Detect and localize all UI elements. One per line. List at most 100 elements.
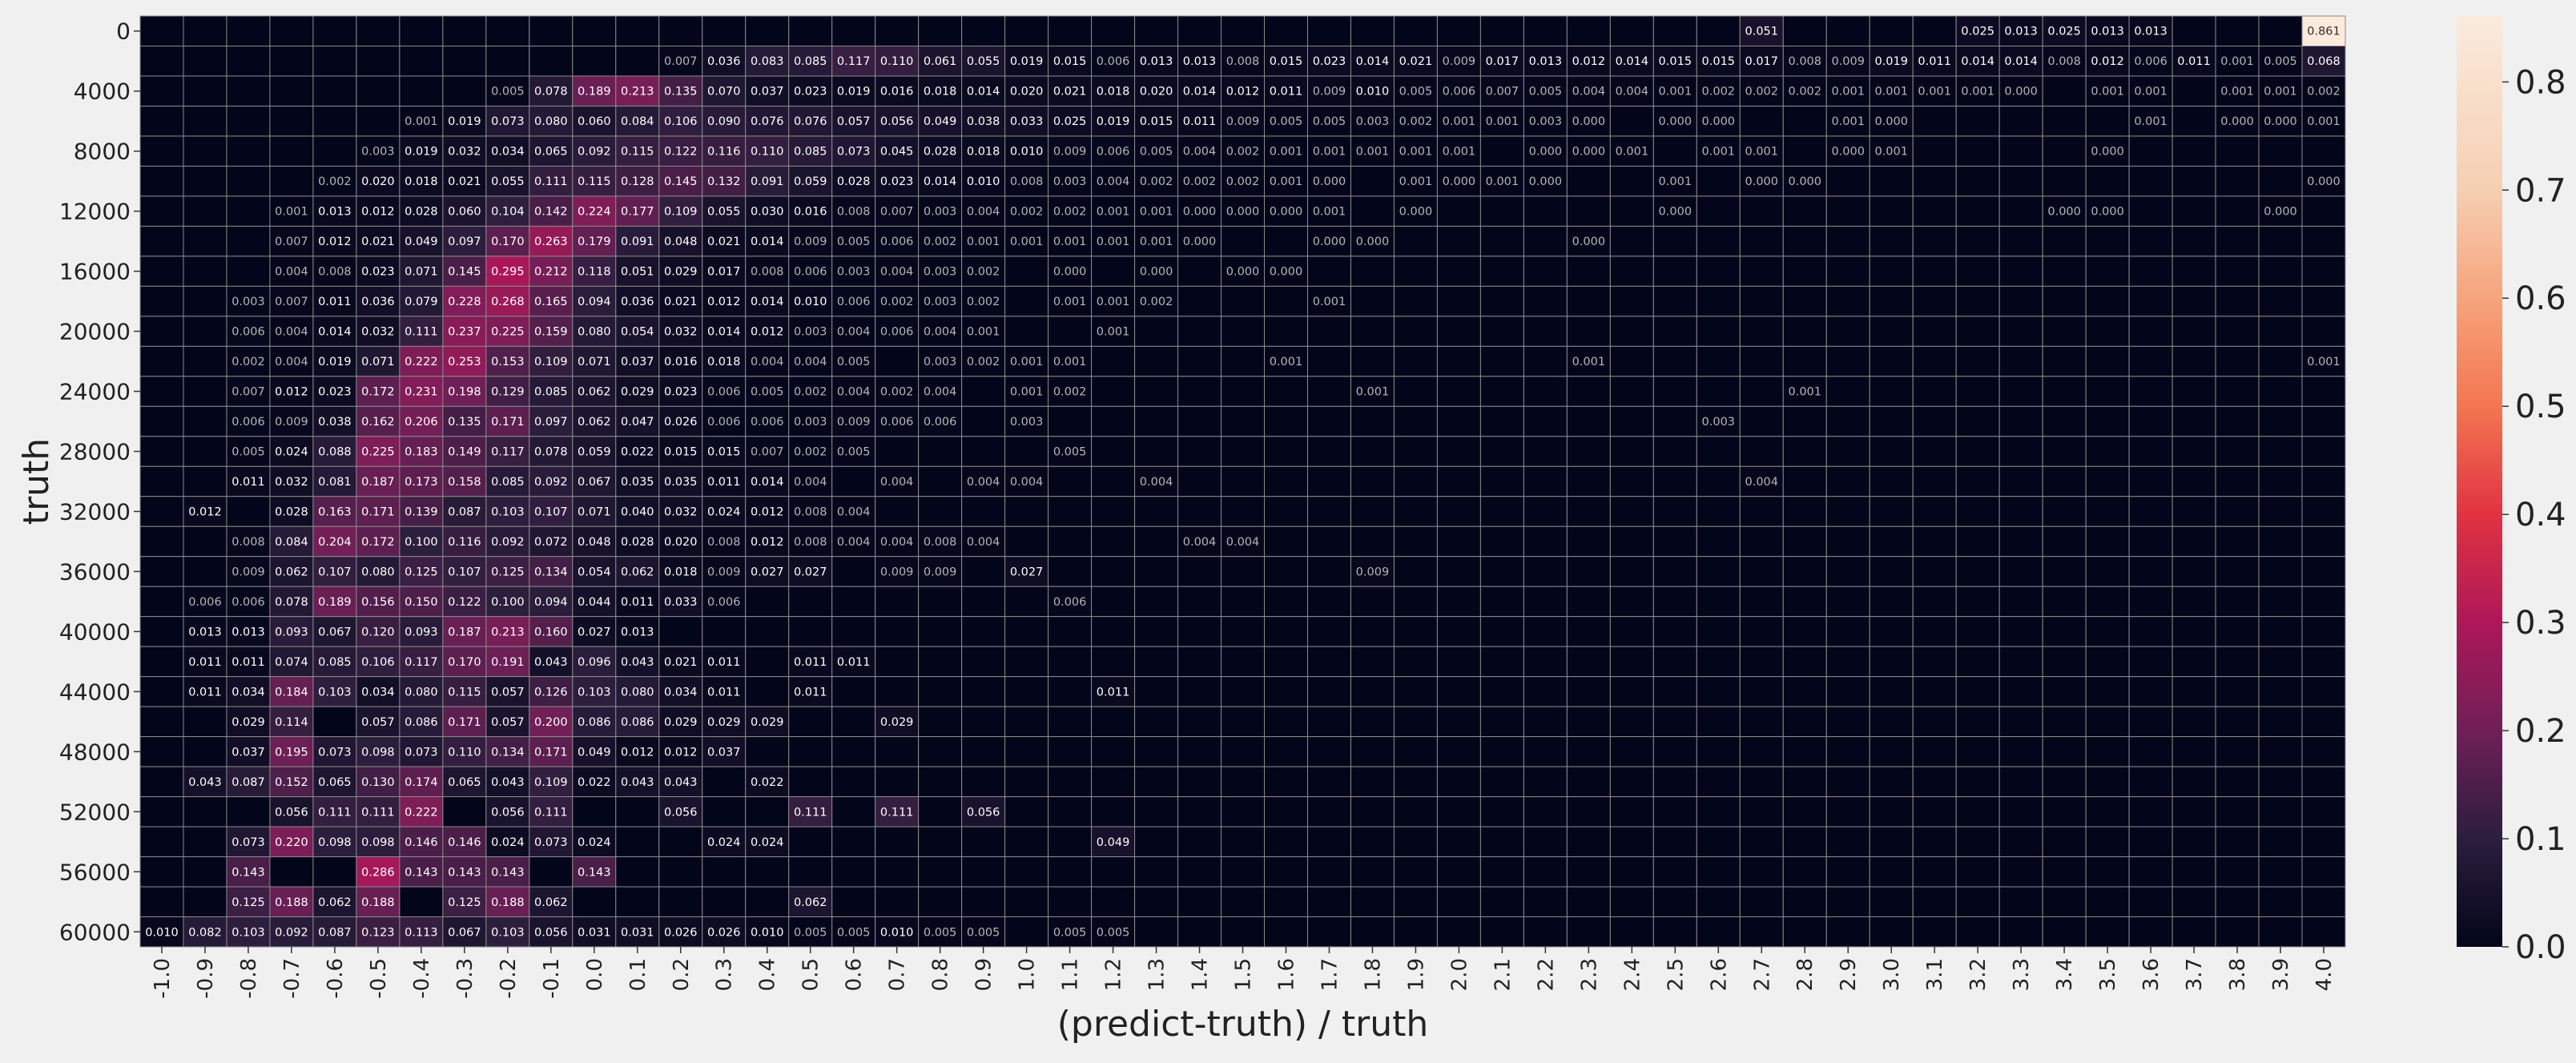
heatmap-cell — [312, 225, 357, 257]
heatmap-cell — [2085, 736, 2130, 767]
heatmap-cell — [312, 556, 357, 587]
heatmap-cell — [139, 736, 184, 767]
cell-value-label: 0.861 — [2307, 26, 2341, 38]
cell-value-label: 0.149 — [448, 446, 481, 459]
cell-value-label: 0.011 — [707, 476, 741, 489]
heatmap-cell — [485, 886, 530, 918]
cell-value-label: 0.001 — [1702, 146, 1736, 159]
heatmap-cell — [1739, 706, 1784, 738]
heatmap-cell — [226, 916, 271, 948]
cell-value-label: 0.012 — [188, 505, 222, 518]
heatmap-cell — [269, 405, 314, 437]
heatmap-cell — [1048, 616, 1093, 647]
heatmap-cell — [2258, 465, 2303, 497]
cell-value-label: 0.015 — [707, 446, 741, 459]
cell-value-label: 0.145 — [664, 175, 698, 188]
heatmap-cell — [1739, 345, 1784, 377]
heatmap-cell — [2171, 766, 2216, 798]
heatmap-cell — [1566, 556, 1611, 587]
x-tick-label: 1.8 — [1361, 958, 1385, 991]
heatmap-cell — [1869, 496, 1914, 527]
cell-value-label: 0.113 — [405, 926, 438, 939]
cell-value-label: 0.001 — [2307, 115, 2341, 128]
cell-value-label: 0.110 — [448, 746, 481, 759]
heatmap-cell — [2128, 766, 2173, 798]
cell-value-label: 0.002 — [794, 446, 827, 459]
heatmap-cell — [356, 586, 400, 618]
heatmap-cell — [2301, 465, 2346, 497]
heatmap-cell — [702, 135, 747, 167]
heatmap-cell — [615, 525, 660, 558]
heatmap-cell — [1998, 436, 2043, 467]
heatmap-cell — [1004, 796, 1049, 827]
heatmap-cell — [2215, 796, 2260, 827]
heatmap-cell — [2171, 405, 2216, 437]
heatmap-cell — [1091, 376, 1136, 407]
heatmap-cell — [1566, 646, 1611, 678]
heatmap-cell — [745, 676, 790, 707]
x-tick-label: 2.5 — [1664, 958, 1688, 991]
heatmap-cell — [2171, 465, 2216, 497]
heatmap-cell — [1566, 856, 1611, 888]
cell-value-label: 0.027 — [578, 626, 611, 638]
heatmap-cell — [918, 646, 963, 678]
heatmap-cell — [1393, 706, 1438, 738]
heatmap-cell — [183, 436, 227, 467]
heatmap-cell — [745, 826, 790, 858]
heatmap-cell — [918, 75, 963, 107]
heatmap-cell — [1609, 856, 1654, 888]
cell-value-label: 0.000 — [1745, 175, 1779, 188]
cell-value-label: 0.011 — [2177, 55, 2211, 68]
heatmap-cell — [1436, 195, 1481, 227]
heatmap-cell — [1479, 285, 1524, 317]
colorbar-ticks: 0.00.10.20.30.40.50.60.70.8 — [2502, 64, 2566, 966]
heatmap-cell — [139, 165, 184, 197]
cell-value-label: 0.003 — [837, 266, 871, 279]
heatmap-cell — [1177, 736, 1222, 767]
cell-value-label: 0.023 — [1313, 55, 1346, 68]
heatmap-cell — [2301, 135, 2346, 167]
heatmap-cell — [2085, 105, 2130, 137]
heatmap-cell — [1436, 15, 1481, 46]
heatmap-cell — [1825, 796, 1870, 827]
heatmap-cell — [1177, 706, 1222, 738]
heatmap-cell — [1652, 646, 1697, 678]
cell-value-label: 0.002 — [880, 386, 914, 399]
heatmap-cell — [1998, 616, 2043, 647]
heatmap-cell — [918, 886, 963, 918]
heatmap-cell — [1306, 826, 1351, 858]
heatmap-cell — [1004, 826, 1049, 858]
cell-value-label: 0.006 — [707, 596, 741, 609]
heatmap-cell — [2042, 646, 2087, 678]
heatmap-cell — [1177, 826, 1222, 858]
heatmap-cell — [139, 256, 184, 287]
heatmap-cell — [831, 256, 876, 287]
heatmap-cell — [831, 465, 876, 497]
heatmap-cell — [1739, 285, 1784, 317]
heatmap-cell — [1350, 796, 1395, 827]
heatmap-cell — [1696, 676, 1741, 707]
heatmap-cell — [2085, 165, 2130, 197]
heatmap-cell — [1566, 45, 1611, 77]
heatmap-cell — [1004, 736, 1049, 767]
heatmap-cell — [2128, 285, 2173, 317]
cell-value-label: 0.002 — [967, 356, 1000, 368]
heatmap-cell — [442, 706, 487, 738]
heatmap-cell — [1782, 676, 1827, 707]
heatmap-cell — [1350, 405, 1395, 437]
heatmap-cell — [1221, 165, 1265, 197]
heatmap-cell — [1782, 706, 1827, 738]
heatmap-cell — [918, 405, 963, 437]
cell-value-label: 0.001 — [1270, 175, 1303, 188]
heatmap-cell — [1436, 376, 1481, 407]
heatmap-cell — [1523, 465, 1568, 497]
cell-value-label: 0.008 — [707, 536, 741, 549]
heatmap-cell — [1912, 15, 1957, 46]
heatmap-cell — [2215, 285, 2260, 317]
heatmap-cell — [2258, 285, 2303, 317]
heatmap-cell — [1479, 616, 1524, 647]
heatmap-cell — [356, 345, 400, 377]
heatmap-cell — [572, 465, 617, 497]
heatmap-cell — [1091, 796, 1136, 827]
heatmap-cell — [1652, 135, 1697, 167]
